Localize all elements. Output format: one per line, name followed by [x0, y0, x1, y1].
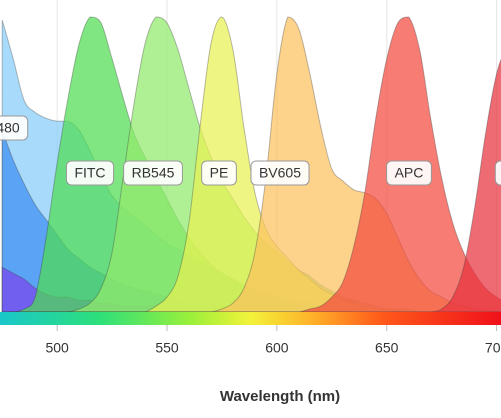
x-axis-label: Wavelength (nm): [220, 388, 340, 405]
legend-label: FITC: [74, 165, 105, 181]
label-box: [494, 160, 501, 186]
label-box: [250, 160, 310, 186]
x-tick-label: 700: [485, 340, 501, 356]
x-tick-label: 650: [375, 340, 399, 356]
spectrum-bar: [0, 312, 501, 325]
legend-label: RB545: [132, 165, 175, 181]
series-label: 480: [0, 115, 29, 141]
label-box: [386, 160, 432, 186]
series-label: FITC: [65, 160, 115, 186]
series-label: PE: [201, 160, 237, 186]
x-tick-label: 600: [265, 340, 289, 356]
series-label: BV605: [250, 160, 310, 186]
series-label: RB545: [123, 160, 183, 186]
x-tick-label: 550: [155, 340, 179, 356]
legend-label: BV605: [259, 165, 301, 181]
legend-label: 480: [0, 120, 20, 136]
legend-label: PE: [210, 165, 229, 181]
series-label: A: [494, 160, 501, 186]
label-box: [123, 160, 183, 186]
x-tick-label: 500: [45, 340, 69, 356]
label-box: [65, 160, 115, 186]
series-label: APC: [386, 160, 432, 186]
label-box: [0, 115, 29, 141]
label-box: [201, 160, 237, 186]
legend-label: APC: [395, 165, 424, 181]
